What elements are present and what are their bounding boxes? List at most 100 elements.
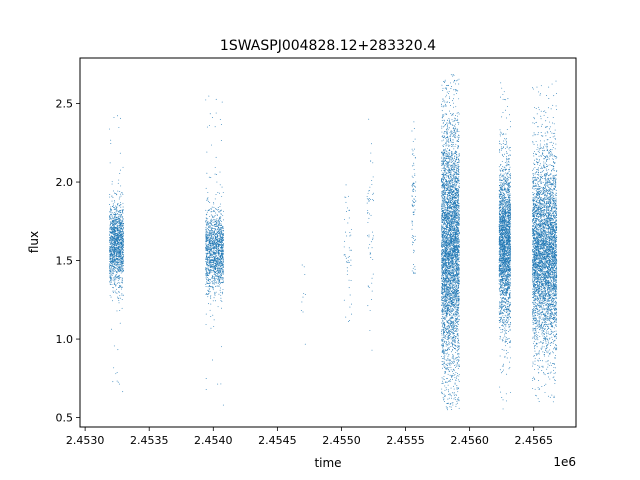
scatter-point xyxy=(444,382,446,383)
scatter-point xyxy=(219,210,221,212)
scatter-point xyxy=(219,240,220,242)
scatter-point xyxy=(441,257,443,259)
scatter-point xyxy=(214,274,216,276)
scatter-point xyxy=(116,214,118,215)
scatter-point xyxy=(217,251,219,253)
scatter-point xyxy=(214,198,216,200)
scatter-point xyxy=(214,243,216,245)
scatter-point xyxy=(219,284,221,286)
scatter-point xyxy=(372,237,374,239)
scatter-point xyxy=(118,253,120,255)
scatter-point xyxy=(207,293,209,295)
scatter-point xyxy=(122,210,123,212)
scatter-point xyxy=(215,237,217,239)
scatter-point xyxy=(110,223,112,225)
scatter-point xyxy=(114,239,116,241)
scatter-point xyxy=(123,233,125,235)
scatter-point xyxy=(122,215,124,217)
scatter-point xyxy=(444,315,446,317)
scatter-point xyxy=(122,251,124,253)
scatter-point xyxy=(205,254,207,256)
scatter-point xyxy=(219,232,221,234)
scatter-point xyxy=(109,253,111,255)
scatter-point xyxy=(442,323,444,325)
scatter-point xyxy=(369,244,371,245)
scatter-point xyxy=(109,271,111,273)
scatter-point xyxy=(119,269,121,271)
scatter-point xyxy=(122,232,124,234)
scatter-point xyxy=(112,233,114,235)
scatter-point xyxy=(212,277,214,279)
scatter-point xyxy=(115,208,117,210)
scatter-point xyxy=(347,270,348,272)
scatter-point xyxy=(213,247,215,248)
scatter-point xyxy=(452,187,454,189)
scatter-point xyxy=(221,275,222,276)
scatter-point xyxy=(412,183,414,185)
scatter-point xyxy=(115,228,117,230)
scatter-point xyxy=(457,251,459,253)
scatter-point xyxy=(112,267,114,269)
scatter-point xyxy=(414,175,416,176)
scatter-point xyxy=(221,243,223,245)
scatter-point xyxy=(217,279,219,281)
scatter-point xyxy=(205,220,207,222)
scatter-point xyxy=(111,220,113,222)
scatter-point xyxy=(215,234,217,236)
scatter-point xyxy=(207,296,209,298)
scatter-point xyxy=(216,236,218,237)
scatter-point xyxy=(117,115,118,117)
scatter-point xyxy=(443,322,445,323)
scatter-point xyxy=(444,385,446,387)
scatter-point xyxy=(208,233,210,235)
scatter-point xyxy=(215,112,217,114)
scatter-point xyxy=(207,256,209,258)
scatter-point xyxy=(457,224,459,226)
scatter-point xyxy=(209,216,211,217)
scatter-point xyxy=(458,78,460,80)
scatter-point xyxy=(442,397,444,399)
scatter-point xyxy=(216,251,218,253)
scatter-point xyxy=(112,258,114,259)
scatter-point xyxy=(117,276,119,278)
scatter-point xyxy=(112,226,114,228)
scatter-point xyxy=(121,227,123,229)
scatter-point xyxy=(414,138,416,140)
scatter-point xyxy=(443,191,445,193)
scatter-point xyxy=(441,393,443,395)
scatter-point xyxy=(445,371,446,373)
scatter-point xyxy=(122,247,124,248)
scatter-point xyxy=(112,244,114,246)
scatter-point xyxy=(207,289,209,291)
scatter-point xyxy=(443,342,445,344)
scatter-point xyxy=(222,247,224,249)
scatter-point xyxy=(213,224,215,225)
scatter-point xyxy=(369,190,370,192)
scatter-point xyxy=(114,254,116,256)
scatter-point xyxy=(448,202,450,204)
scatter-point xyxy=(111,270,113,272)
scatter-point xyxy=(451,180,453,182)
scatter-point xyxy=(453,186,455,188)
scatter-point xyxy=(443,335,445,337)
scatter-point xyxy=(120,245,122,247)
scatter-point xyxy=(215,261,217,263)
scatter-point xyxy=(215,255,216,257)
scatter-point xyxy=(209,250,211,252)
scatter-point xyxy=(457,234,458,236)
scatter-point xyxy=(112,277,114,279)
scatter-point xyxy=(368,213,370,215)
scatter-point xyxy=(119,310,121,311)
scatter-point xyxy=(211,215,213,217)
scatter-point xyxy=(453,207,455,209)
scatter-point xyxy=(109,204,111,205)
scatter-point xyxy=(205,244,207,246)
scatter-point xyxy=(214,300,216,302)
scatter-point xyxy=(117,224,118,226)
scatter-point xyxy=(119,246,121,248)
scatter-point xyxy=(442,289,444,291)
scatter-point xyxy=(415,200,417,202)
scatter-point xyxy=(215,98,217,100)
scatter-point xyxy=(207,197,209,199)
scatter-point xyxy=(215,247,217,249)
